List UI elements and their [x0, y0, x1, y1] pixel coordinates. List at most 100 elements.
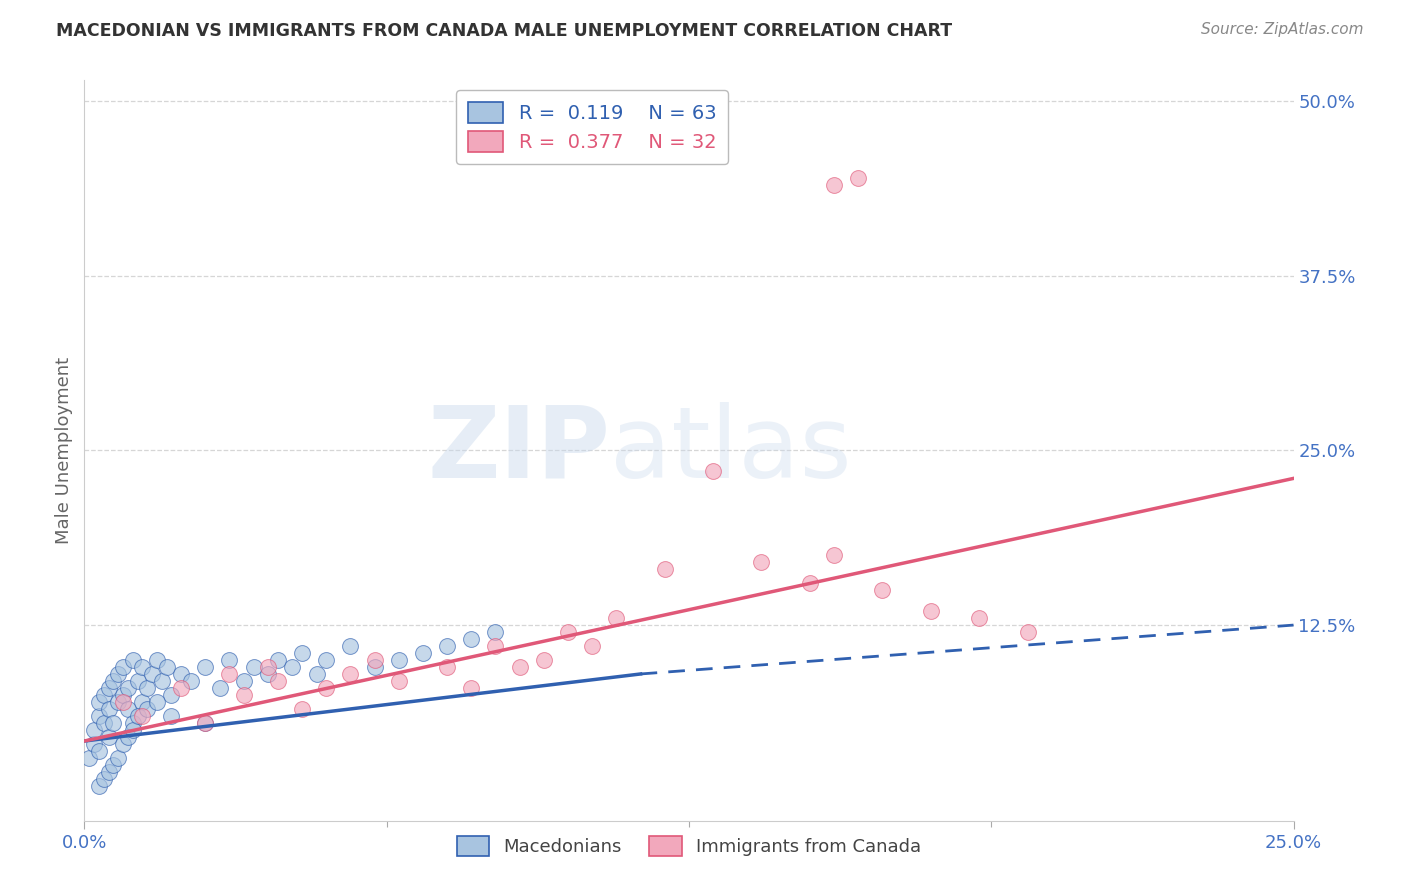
Point — [799, 576, 821, 591]
Point — [93, 688, 115, 702]
Point — [233, 688, 256, 702]
Point — [846, 171, 869, 186]
Point — [436, 660, 458, 674]
Point — [218, 653, 240, 667]
Point — [557, 625, 579, 640]
Point — [484, 625, 506, 640]
Point — [194, 660, 217, 674]
Point — [121, 653, 143, 667]
Point — [291, 646, 314, 660]
Point — [267, 653, 290, 667]
Point — [103, 715, 125, 730]
Point — [257, 667, 280, 681]
Point — [117, 681, 139, 695]
Point — [170, 667, 193, 681]
Point — [136, 702, 159, 716]
Point — [702, 464, 724, 478]
Point — [103, 673, 125, 688]
Point — [103, 757, 125, 772]
Point — [150, 673, 173, 688]
Point — [155, 660, 177, 674]
Point — [581, 639, 603, 653]
Point — [315, 681, 337, 695]
Point — [305, 667, 328, 681]
Point — [194, 715, 217, 730]
Point — [412, 646, 434, 660]
Point — [194, 715, 217, 730]
Point — [208, 681, 231, 695]
Text: ZIP: ZIP — [427, 402, 610, 499]
Point — [533, 653, 555, 667]
Point — [131, 695, 153, 709]
Point — [87, 779, 110, 793]
Point — [83, 723, 105, 737]
Text: MACEDONIAN VS IMMIGRANTS FROM CANADA MALE UNEMPLOYMENT CORRELATION CHART: MACEDONIAN VS IMMIGRANTS FROM CANADA MAL… — [56, 22, 952, 40]
Point — [388, 673, 411, 688]
Point — [97, 764, 120, 779]
Text: atlas: atlas — [610, 402, 852, 499]
Point — [127, 709, 149, 723]
Legend: Macedonians, Immigrants from Canada: Macedonians, Immigrants from Canada — [450, 829, 928, 863]
Point — [87, 695, 110, 709]
Point — [87, 709, 110, 723]
Point — [170, 681, 193, 695]
Point — [388, 653, 411, 667]
Point — [363, 660, 385, 674]
Point — [436, 639, 458, 653]
Point — [920, 604, 942, 618]
Point — [339, 639, 361, 653]
Point — [107, 751, 129, 765]
Point — [160, 709, 183, 723]
Point — [291, 702, 314, 716]
Point — [460, 681, 482, 695]
Point — [146, 695, 169, 709]
Point — [339, 667, 361, 681]
Point — [180, 673, 202, 688]
Point — [112, 737, 135, 751]
Point — [267, 673, 290, 688]
Text: Source: ZipAtlas.com: Source: ZipAtlas.com — [1201, 22, 1364, 37]
Point — [281, 660, 304, 674]
Y-axis label: Male Unemployment: Male Unemployment — [55, 357, 73, 544]
Point — [136, 681, 159, 695]
Point — [97, 702, 120, 716]
Point — [131, 709, 153, 723]
Point — [823, 548, 845, 562]
Point — [654, 562, 676, 576]
Point — [460, 632, 482, 646]
Point — [751, 555, 773, 569]
Point — [315, 653, 337, 667]
Point — [484, 639, 506, 653]
Point — [93, 715, 115, 730]
Point — [1017, 625, 1039, 640]
Point — [87, 744, 110, 758]
Point — [823, 178, 845, 192]
Point — [967, 611, 990, 625]
Point — [121, 715, 143, 730]
Point — [121, 723, 143, 737]
Point — [131, 660, 153, 674]
Point — [107, 695, 129, 709]
Point — [97, 730, 120, 744]
Point — [93, 772, 115, 786]
Point — [509, 660, 531, 674]
Point — [77, 751, 100, 765]
Point — [127, 673, 149, 688]
Point — [233, 673, 256, 688]
Point — [112, 688, 135, 702]
Point — [363, 653, 385, 667]
Point — [160, 688, 183, 702]
Point — [112, 660, 135, 674]
Point — [83, 737, 105, 751]
Point — [112, 695, 135, 709]
Point — [97, 681, 120, 695]
Point — [605, 611, 627, 625]
Point — [242, 660, 264, 674]
Point — [146, 653, 169, 667]
Point — [218, 667, 240, 681]
Point — [107, 667, 129, 681]
Point — [257, 660, 280, 674]
Point — [117, 702, 139, 716]
Point — [141, 667, 163, 681]
Point — [117, 730, 139, 744]
